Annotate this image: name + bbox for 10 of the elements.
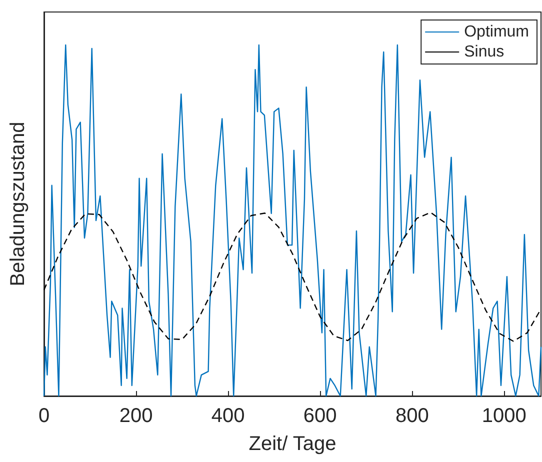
x-tick-label: 200 <box>119 405 153 427</box>
x-tick-label: 800 <box>395 405 429 427</box>
x-tick-label: 1000 <box>482 405 526 427</box>
x-tick-label: 400 <box>211 405 245 427</box>
x-tick-label: 0 <box>38 405 50 427</box>
x-tick-label: 600 <box>303 405 337 427</box>
legend-label: Sinus <box>464 44 504 60</box>
legend-label: Optimum <box>464 24 530 40</box>
x-axis-title: Zeit/ Tage <box>248 433 336 455</box>
y-axis-title: Beladungszustand <box>7 122 29 286</box>
